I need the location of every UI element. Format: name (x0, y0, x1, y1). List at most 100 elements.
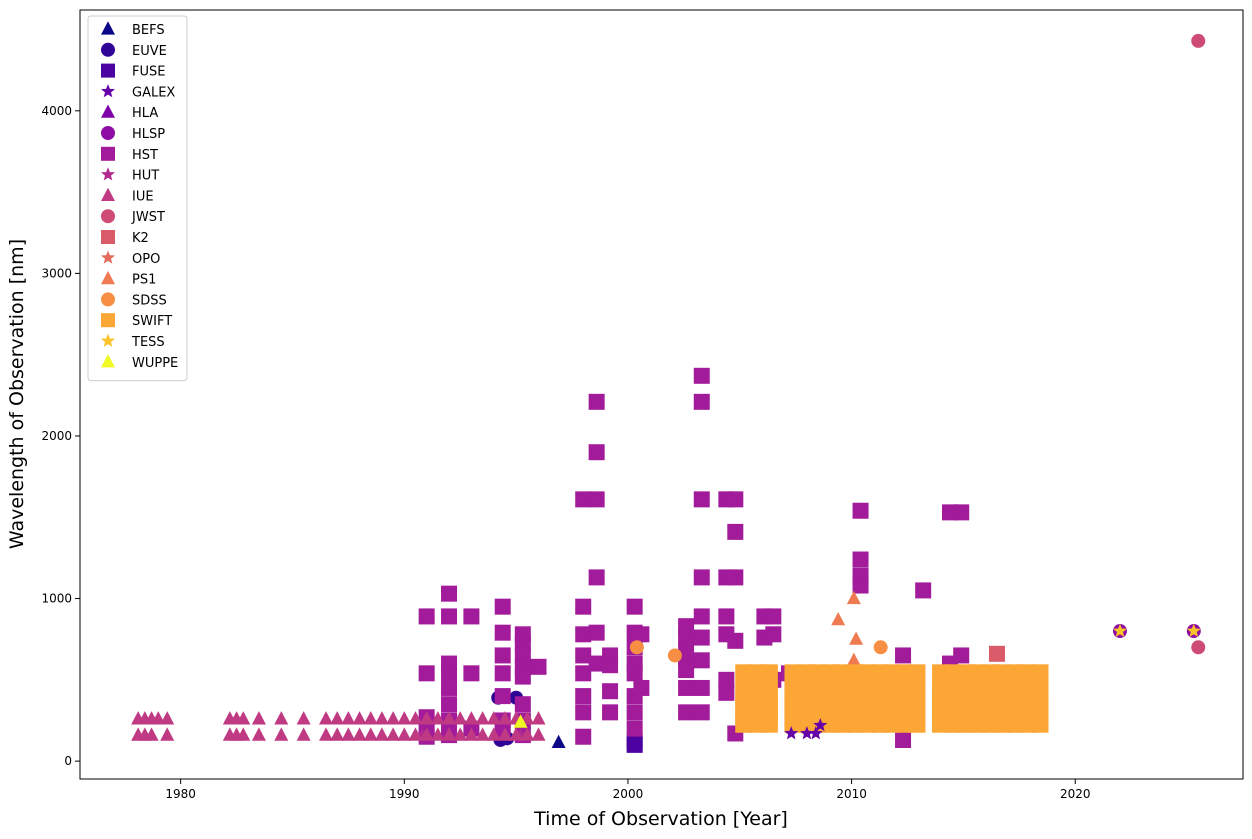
hst-point (441, 696, 458, 713)
hst-point (602, 683, 619, 700)
iue-point (408, 711, 423, 725)
iue-point (363, 727, 378, 741)
iue-point (430, 727, 445, 741)
befs-point (551, 734, 566, 749)
hst-point (441, 608, 458, 625)
hst-point (494, 624, 511, 641)
hst-point (693, 491, 710, 508)
legend-marker-k2 (101, 230, 115, 244)
legend-label-hut: HUT (132, 169, 159, 184)
iue-point (352, 711, 367, 725)
iue-point (330, 727, 345, 741)
swift-point (759, 714, 778, 733)
hst-point (727, 632, 744, 649)
iue-point (341, 711, 356, 725)
jwst-point (1191, 33, 1206, 48)
legend-marker-hut (101, 167, 115, 181)
hst-point (895, 731, 912, 748)
sdss-point (667, 648, 682, 663)
iue-point (408, 727, 423, 741)
iue-point (341, 727, 356, 741)
y-tick-label: 4000 (41, 104, 72, 118)
iue-point (386, 727, 401, 741)
legend-label-hla: HLA (132, 106, 158, 121)
hst-point (953, 647, 970, 664)
hst-point (530, 658, 547, 675)
hst-point (418, 608, 435, 625)
hst-point (852, 502, 869, 519)
hst-point (588, 444, 605, 461)
iue-point (486, 711, 501, 725)
x-tick-label: 2020 (1060, 787, 1091, 801)
hst-point (494, 688, 511, 705)
ps1-point (846, 590, 861, 605)
iue-point (236, 711, 251, 725)
hst-point (588, 655, 605, 672)
hst-point (463, 608, 480, 625)
iue-point (374, 711, 389, 725)
hst-point (693, 704, 710, 721)
iue-point (397, 727, 412, 741)
hst-point (602, 657, 619, 674)
x-tick-label: 1990 (389, 787, 420, 801)
iue-point (520, 727, 535, 741)
sdss-point (629, 640, 644, 655)
hst-point (718, 684, 735, 701)
iue-point (374, 727, 389, 741)
legend-marker-sdss (101, 292, 115, 307)
iue-point (486, 727, 501, 741)
iue-point (274, 711, 289, 725)
iue-point (497, 727, 512, 741)
hst-point (915, 582, 932, 599)
iue-point (442, 727, 457, 741)
iue-point (509, 727, 524, 741)
legend-label-galex: GALEX (132, 85, 175, 100)
hst-point (626, 720, 643, 737)
legend-label-ps1: PS1 (132, 273, 156, 288)
y-tick-label: 3000 (41, 266, 72, 280)
hst-point (727, 491, 744, 508)
hst-point (418, 665, 435, 682)
legend: BEFS EUVE FUSE GALEX HLA HLSP HST HUT IUE JWST K2 O… (87, 15, 188, 382)
galex-point (808, 726, 823, 740)
k2-point (988, 645, 1005, 662)
hst-point (494, 647, 511, 664)
iue-point (251, 727, 266, 741)
iue-point (531, 727, 546, 741)
y-tick-label: 1000 (41, 592, 72, 606)
hst-point (575, 704, 592, 721)
y-tick-label: 2000 (41, 429, 72, 443)
hst-point (588, 393, 605, 410)
hst-point (575, 626, 592, 643)
hst-point (514, 696, 531, 713)
hst-point (852, 551, 869, 568)
hst-point (693, 393, 710, 410)
iue-point (386, 711, 401, 725)
legend-label-sdss: SDSS (132, 293, 167, 308)
legend-marker-hst (101, 146, 115, 161)
hst-point (441, 679, 458, 696)
hst-point (678, 662, 695, 679)
y-axis-label: Wavelength of Observation [nm] (6, 239, 28, 549)
iue-point (330, 711, 345, 725)
hst-point (727, 523, 744, 540)
hst-point (588, 569, 605, 586)
hst-point (852, 577, 869, 594)
iue-point (531, 711, 546, 725)
legend-marker-fuse (101, 63, 115, 78)
swift-point (1030, 664, 1049, 683)
hst-point (718, 608, 735, 625)
legend-marker-euve (101, 42, 115, 57)
swift-point (907, 714, 926, 733)
hst-point (575, 728, 592, 745)
galex-point (784, 726, 799, 740)
plot-frame (79, 9, 1244, 780)
legend-marker-galex (101, 84, 115, 98)
hst-point (895, 647, 912, 664)
iue-point (442, 711, 457, 725)
iue-point (144, 727, 159, 741)
hst-point (693, 652, 710, 669)
hst-point (765, 626, 782, 643)
hst-point (575, 688, 592, 705)
hst-point (727, 569, 744, 586)
